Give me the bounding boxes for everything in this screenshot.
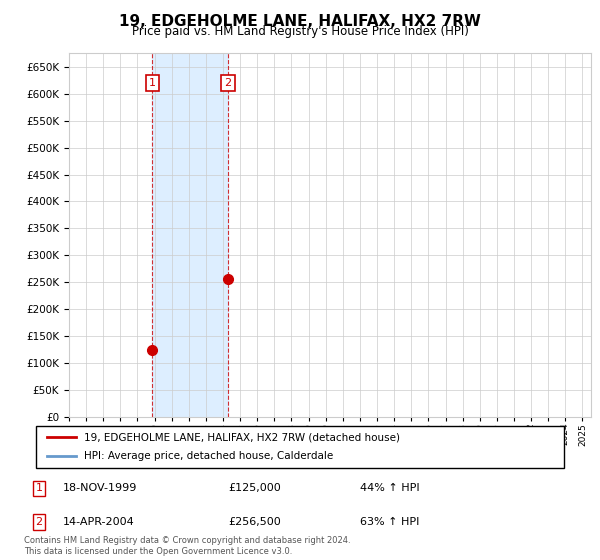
Text: £125,000: £125,000	[228, 483, 281, 493]
Text: 63% ↑ HPI: 63% ↑ HPI	[360, 517, 419, 527]
Text: 18-NOV-1999: 18-NOV-1999	[63, 483, 137, 493]
Text: 2: 2	[35, 517, 43, 527]
Text: 1: 1	[35, 483, 43, 493]
Text: 44% ↑ HPI: 44% ↑ HPI	[360, 483, 419, 493]
FancyBboxPatch shape	[36, 426, 564, 468]
Bar	[152, 53, 228, 417]
Text: 19, EDGEHOLME LANE, HALIFAX, HX2 7RW: 19, EDGEHOLME LANE, HALIFAX, HX2 7RW	[119, 14, 481, 29]
Text: 19, EDGEHOLME LANE, HALIFAX, HX2 7RW (detached house): 19, EDGEHOLME LANE, HALIFAX, HX2 7RW (de…	[83, 432, 400, 442]
Text: Price paid vs. HM Land Registry's House Price Index (HPI): Price paid vs. HM Land Registry's House …	[131, 25, 469, 38]
Text: 14-APR-2004: 14-APR-2004	[63, 517, 135, 527]
Text: HPI: Average price, detached house, Calderdale: HPI: Average price, detached house, Cald…	[83, 451, 333, 461]
Text: Contains HM Land Registry data © Crown copyright and database right 2024.
This d: Contains HM Land Registry data © Crown c…	[24, 536, 350, 556]
Text: £256,500: £256,500	[228, 517, 281, 527]
Text: 1: 1	[149, 78, 156, 88]
Text: 2: 2	[224, 78, 232, 88]
